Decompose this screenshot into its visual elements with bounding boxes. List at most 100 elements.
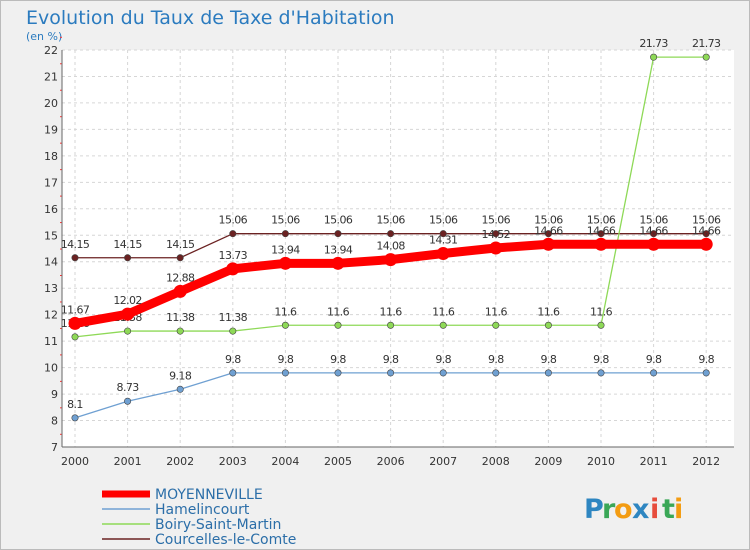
legend-label-hamelincourt: Hamelincourt: [155, 502, 250, 518]
data-label-hamelincourt: 9.8: [541, 353, 557, 366]
data-point-boiry-saint-martin: [544, 321, 552, 329]
plot-area: 7 8 9 10 11 12 13 14 15 16 17 18 19 20 21 22 2000 2001 200…: [44, 36, 734, 468]
data-label-boiry-saint-martin: 11.38: [166, 311, 195, 324]
data-label-boiry-saint-martin: 21.73: [639, 37, 668, 50]
data-point-hamelincourt: [124, 397, 132, 405]
data-point-courcelles-le-comte: [387, 230, 395, 238]
legend: MOYENNEVILLEHamelincourtBoiry-Saint-Mart…: [102, 487, 296, 548]
x-tick-label: 2009: [534, 455, 562, 468]
data-point-courcelles-le-comte: [229, 230, 237, 238]
data-point-boiry-saint-martin: [334, 321, 342, 329]
data-label-courcelles-le-comte: 15.06: [482, 214, 511, 227]
logo-letter: i: [674, 494, 683, 525]
y-tick-label: 19: [44, 123, 58, 136]
data-point-courcelles-le-comte: [124, 254, 132, 262]
x-tick-label: 2006: [377, 455, 405, 468]
data-label-hamelincourt: 9.8: [488, 353, 504, 366]
data-label-courcelles-le-comte: 15.06: [639, 214, 668, 227]
data-label-moyenneville: 14.52: [482, 228, 511, 241]
logo-letter: o: [614, 494, 633, 525]
data-label-boiry-saint-martin: 11.6: [274, 305, 297, 318]
y-tick-label: 14: [44, 256, 58, 269]
y-tick-label: 8: [51, 415, 58, 428]
logo-letter: P: [584, 494, 604, 525]
data-point-moyenneville: [647, 237, 661, 251]
legend-label-moyenneville: MOYENNEVILLE: [155, 487, 263, 503]
data-label-hamelincourt: 8.73: [117, 381, 140, 394]
data-label-hamelincourt: 8.1: [67, 398, 83, 411]
data-point-moyenneville: [699, 237, 713, 251]
data-label-hamelincourt: 9.8: [383, 353, 399, 366]
logo-letter: i: [650, 494, 659, 525]
data-label-courcelles-le-comte: 15.06: [271, 214, 300, 227]
data-point-moyenneville: [278, 256, 292, 270]
data-label-boiry-saint-martin: 11.6: [590, 305, 613, 318]
data-label-moyenneville: 14.08: [376, 240, 405, 253]
data-point-moyenneville: [436, 247, 450, 261]
data-label-boiry-saint-martin: 11.6: [327, 305, 350, 318]
data-label-courcelles-le-comte: 15.06: [534, 214, 563, 227]
data-point-hamelincourt: [334, 369, 342, 377]
data-point-moyenneville: [384, 253, 398, 267]
data-point-moyenneville: [594, 237, 608, 251]
x-tick-label: 2000: [61, 455, 89, 468]
data-point-courcelles-le-comte: [281, 230, 289, 238]
logo-letter: t: [662, 494, 675, 525]
data-label-moyenneville: 14.66: [534, 224, 563, 237]
x-tick-label: 2008: [482, 455, 510, 468]
logo-letter: r: [602, 494, 616, 525]
x-tick-label: 2002: [166, 455, 194, 468]
data-label-moyenneville: 13.94: [271, 243, 300, 256]
data-point-courcelles-le-comte: [544, 230, 552, 238]
y-tick-label: 21: [44, 70, 58, 83]
data-point-boiry-saint-martin: [492, 321, 500, 329]
data-point-boiry-saint-martin: [702, 53, 710, 61]
data-label-hamelincourt: 9.18: [169, 369, 192, 382]
y-axis-label: (en %): [26, 30, 62, 43]
data-label-courcelles-le-comte: 14.15: [166, 238, 195, 251]
x-tick-label: 2003: [219, 455, 247, 468]
data-label-moyenneville: 14.66: [639, 224, 668, 237]
x-tick-label: 2010: [587, 455, 615, 468]
data-point-hamelincourt: [544, 369, 552, 377]
proxiti-logo: Pro x i t i: [584, 494, 683, 525]
data-point-hamelincourt: [387, 369, 395, 377]
data-point-boiry-saint-martin: [281, 321, 289, 329]
data-point-moyenneville: [121, 307, 135, 321]
data-point-courcelles-le-comte: [492, 230, 500, 238]
x-tick-label: 2011: [640, 455, 668, 468]
logo-letter: x: [632, 494, 649, 525]
data-label-moyenneville: 13.73: [219, 249, 248, 262]
y-tick-label: 15: [44, 229, 58, 242]
data-label-moyenneville: 12.02: [113, 294, 142, 307]
data-label-boiry-saint-martin: 11.6: [485, 305, 508, 318]
data-point-hamelincourt: [439, 369, 447, 377]
data-label-hamelincourt: 9.8: [330, 353, 346, 366]
data-label-courcelles-le-comte: 15.06: [429, 214, 458, 227]
data-label-hamelincourt: 9.8: [646, 353, 662, 366]
chart-title: Evolution du Taux de Taxe d'Habitation: [26, 7, 395, 29]
legend-label-courcelles-le-comte: Courcelles-le-Comte: [155, 532, 296, 548]
data-label-hamelincourt: 9.8: [593, 353, 609, 366]
data-point-moyenneville: [331, 256, 345, 270]
data-point-hamelincourt: [492, 369, 500, 377]
data-label-courcelles-le-comte: 15.06: [219, 214, 248, 227]
data-point-boiry-saint-martin: [176, 327, 184, 335]
y-tick-label: 9: [51, 388, 58, 401]
data-point-boiry-saint-martin: [71, 333, 79, 341]
data-point-courcelles-le-comte: [702, 230, 710, 238]
data-label-boiry-saint-martin: 11.6: [537, 305, 560, 318]
y-tick-label: 11: [44, 335, 58, 348]
data-label-hamelincourt: 9.8: [278, 353, 294, 366]
data-label-boiry-saint-martin: 11.38: [219, 311, 248, 324]
data-label-boiry-saint-martin: 11.6: [380, 305, 403, 318]
data-point-moyenneville: [68, 316, 82, 330]
data-label-courcelles-le-comte: 15.06: [587, 214, 616, 227]
data-label-moyenneville: 11.67: [61, 303, 90, 316]
data-label-moyenneville: 14.31: [429, 234, 458, 247]
data-point-boiry-saint-martin: [124, 327, 132, 335]
data-label-moyenneville: 12.88: [166, 271, 195, 284]
data-label-moyenneville: 13.94: [324, 243, 353, 256]
